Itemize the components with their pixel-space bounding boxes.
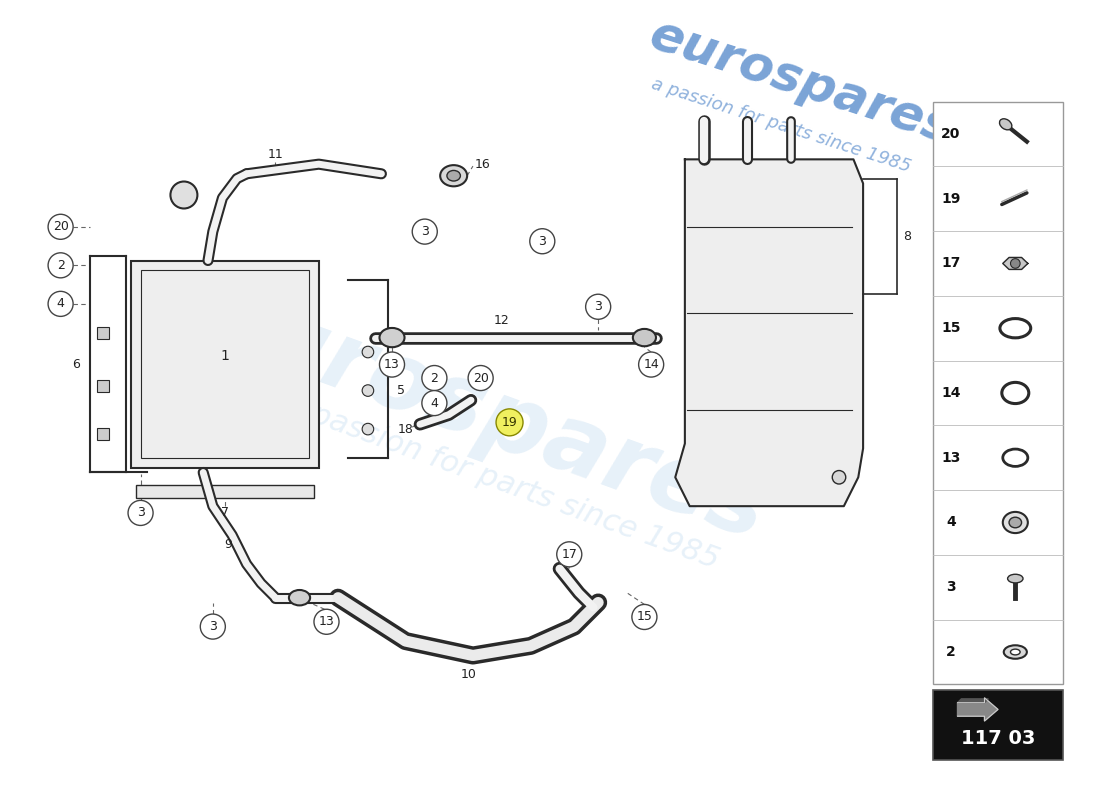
Circle shape [314,610,339,634]
Circle shape [557,542,582,567]
Text: 11: 11 [267,148,284,161]
Circle shape [639,352,663,377]
Circle shape [48,291,73,316]
Text: 117 03: 117 03 [961,729,1035,748]
Bar [141,270,309,458]
Text: 13: 13 [319,615,334,628]
Circle shape [362,423,374,435]
Text: 4: 4 [57,298,65,310]
Text: 3: 3 [538,234,547,248]
Bar [934,102,1064,684]
Text: 20: 20 [53,220,68,234]
Text: 18: 18 [397,422,414,436]
Polygon shape [675,159,864,506]
Text: 8: 8 [903,230,912,243]
Circle shape [128,500,153,526]
Text: 10: 10 [460,668,476,682]
Text: 7: 7 [221,506,229,519]
Ellipse shape [289,590,310,606]
Circle shape [469,366,493,390]
Text: 2: 2 [57,259,65,272]
Text: 19: 19 [502,416,517,429]
Circle shape [48,253,73,278]
Polygon shape [957,698,998,721]
Circle shape [412,219,438,244]
Text: 20: 20 [473,371,488,385]
Text: eurospares: eurospares [186,270,779,560]
Text: 3: 3 [594,300,602,314]
Text: a passion for parts since 1985: a passion for parts since 1985 [649,75,913,176]
Circle shape [422,390,447,416]
Bar [934,690,1064,759]
Circle shape [530,229,554,254]
Bar [97,428,109,440]
Text: 12: 12 [494,314,509,326]
Text: 13: 13 [942,450,960,465]
Ellipse shape [1011,649,1020,655]
Text: a passion for parts since 1985: a passion for parts since 1985 [280,390,724,574]
Text: 17: 17 [561,548,578,561]
Circle shape [496,409,522,436]
Bar [131,261,319,468]
Circle shape [422,366,447,390]
Circle shape [1011,258,1020,268]
Text: 4: 4 [430,397,438,410]
Text: 3: 3 [209,620,217,633]
Ellipse shape [379,328,405,347]
Ellipse shape [447,170,461,181]
Text: 1: 1 [220,350,229,363]
Polygon shape [1003,258,1027,270]
Text: 3: 3 [136,506,144,519]
Text: 9: 9 [224,538,232,551]
Polygon shape [957,699,988,702]
Text: 2: 2 [946,645,956,659]
Circle shape [200,614,225,639]
Circle shape [170,182,197,209]
Text: 3: 3 [946,580,956,594]
Ellipse shape [1003,646,1027,658]
Ellipse shape [440,165,467,186]
Circle shape [362,385,374,396]
Bar [97,327,109,338]
Ellipse shape [1009,517,1022,528]
Text: 20: 20 [942,127,960,141]
Circle shape [48,214,73,239]
Text: 5: 5 [397,384,405,397]
Text: 14: 14 [940,386,960,400]
Text: 13: 13 [384,358,400,371]
Circle shape [362,346,374,358]
Circle shape [631,605,657,630]
Ellipse shape [1003,512,1027,533]
Text: 17: 17 [942,257,960,270]
Text: 3: 3 [421,225,429,238]
Circle shape [379,352,405,377]
Ellipse shape [1000,118,1012,130]
Text: 16: 16 [475,158,491,170]
Text: eurospares: eurospares [642,10,958,154]
Ellipse shape [1008,574,1023,583]
Circle shape [833,470,846,484]
Bar [97,380,109,391]
Circle shape [585,294,611,319]
Text: 15: 15 [637,610,652,623]
Text: 6: 6 [73,358,80,370]
Text: 2: 2 [430,371,438,385]
Ellipse shape [632,329,656,346]
Bar [135,485,314,498]
Text: 14: 14 [644,358,659,371]
Text: 4: 4 [946,515,956,530]
Text: 15: 15 [940,322,960,335]
Text: 19: 19 [942,192,960,206]
